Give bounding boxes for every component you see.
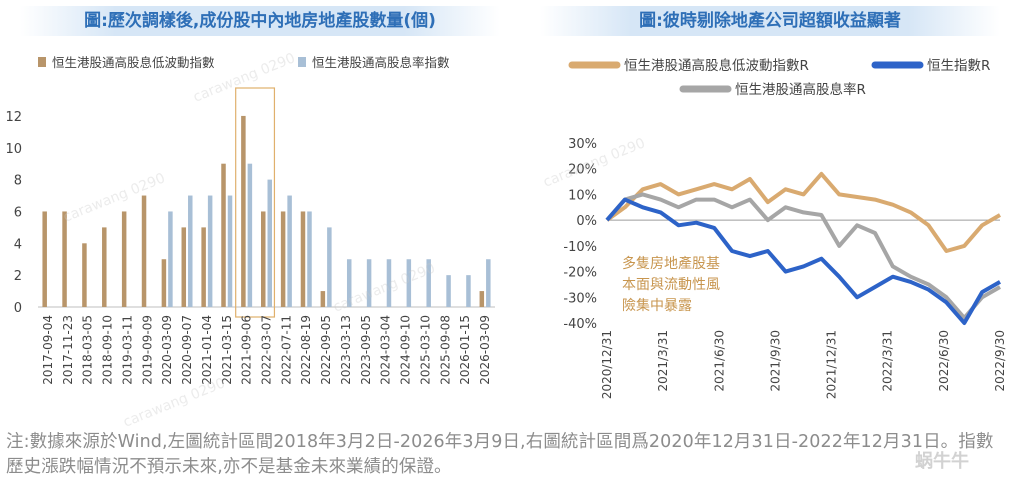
bar <box>366 259 372 307</box>
bar <box>201 227 206 307</box>
bar <box>320 291 326 307</box>
bar <box>300 211 306 307</box>
bar <box>426 259 431 307</box>
charts-canvas: 恒生港股通高股息低波動指數 恒生港股通高股息率指數 0 2 4 6 8 10 12 2017-09… <box>5 55 1007 399</box>
y-tick-label: 8 <box>14 174 22 189</box>
bar <box>62 211 67 307</box>
bar <box>267 179 272 307</box>
bar <box>207 195 213 307</box>
bar <box>406 259 412 307</box>
bar <box>446 275 451 307</box>
logo: 蜗牛牛 <box>915 451 969 472</box>
x-tick-label: 2021-01-04 <box>200 315 214 385</box>
y-tick-label: 4 <box>14 237 22 252</box>
footnote: 注:數據來源於Wind,左圖統計區間2018年3月2日-2026年3月9日,右圖… <box>6 432 994 477</box>
legend-swatch <box>298 57 306 67</box>
y-tick-label: 20% <box>568 163 597 178</box>
x-tick-label: 2021-03-15 <box>220 315 234 385</box>
y-tick-label: 0 <box>14 301 22 316</box>
legend-label: 恒生港股通高股息率R <box>735 81 866 98</box>
bar <box>346 259 352 307</box>
y-tick-label: 30% <box>568 137 597 152</box>
bar <box>241 115 246 307</box>
y-tick-label: -20% <box>563 266 597 281</box>
bar <box>42 211 47 307</box>
bar <box>121 211 127 307</box>
annotation-text: 多隻房地產股基 <box>622 255 720 272</box>
x-tick-label: 2018-03-05 <box>81 315 95 385</box>
bar <box>466 275 471 307</box>
x-tick-label: 2026-01-15 <box>458 315 472 385</box>
x-tick-label: 2021/12/31 <box>825 330 839 399</box>
series-line <box>605 197 1001 325</box>
bar <box>327 227 332 307</box>
x-tick-label: 2022/9/30 <box>993 330 1007 392</box>
x-tick-label: 2020-09-07 <box>180 315 194 385</box>
bar <box>261 211 266 307</box>
x-tick-label: 2022-09-05 <box>319 315 333 385</box>
left-chart-title: 圖:歷次調樣後,成份股中內地房地產股數量(個) <box>20 6 500 36</box>
y-tick-label: -30% <box>563 291 597 306</box>
x-tick-label: 2021-09-06 <box>240 315 254 385</box>
x-tick-label: 2020-03-09 <box>160 315 174 385</box>
bar <box>479 291 485 307</box>
bar <box>141 195 147 307</box>
x-tick-label: 2022/6/30 <box>937 330 951 392</box>
right-chart-title: 圖:彼時剔除地產公司超額收益顯著 <box>540 6 1000 36</box>
annotation-text: 本面與流動性風 <box>622 277 720 293</box>
x-tick-label: 2023-03-13 <box>339 315 353 385</box>
x-tick-label: 2024-09-10 <box>399 315 413 385</box>
x-tick-label: 2019-09-09 <box>140 315 154 385</box>
x-tick-label: 2019-03-11 <box>120 315 134 385</box>
bar <box>247 163 253 307</box>
bar <box>227 195 233 307</box>
bar <box>168 211 173 307</box>
x-tick-label: 2025-03-10 <box>418 315 432 385</box>
y-tick-label: -40% <box>563 317 597 332</box>
bar <box>102 227 107 307</box>
x-tick-label: 2024-03-04 <box>379 315 393 385</box>
bar <box>307 211 312 307</box>
legend-label: 恒生港股通高股息低波動指數R <box>624 57 809 74</box>
bar <box>181 227 187 307</box>
x-tick-label: 2021/3/31 <box>656 330 670 392</box>
series-line <box>605 171 1001 253</box>
x-tick-label: 2017-11-23 <box>61 315 75 385</box>
bar <box>280 211 286 307</box>
y-tick-label: 0% <box>576 214 597 229</box>
bar <box>82 243 87 307</box>
x-tick-label: 2026-03-09 <box>478 315 492 385</box>
y-tick-label: 10% <box>568 188 597 203</box>
y-tick-label: 12 <box>5 110 22 125</box>
x-tick-label: 2023-09-05 <box>359 315 373 385</box>
x-tick-label: 2018-09-10 <box>101 315 115 385</box>
annotation-text: 險集中暴露 <box>622 297 692 314</box>
bar <box>486 259 491 307</box>
x-tick-label: 2022-03-07 <box>260 315 274 385</box>
x-tick-label: 2025-09-08 <box>438 315 452 385</box>
bar <box>188 195 193 307</box>
legend-swatch <box>38 57 46 67</box>
bar <box>161 259 167 307</box>
y-tick-label: 6 <box>14 205 22 220</box>
bar <box>386 259 392 307</box>
series-line <box>605 192 1001 320</box>
x-tick-label: 2022-07-11 <box>279 315 293 385</box>
y-tick-label: -10% <box>563 240 597 255</box>
x-tick-label: 2020/12/31 <box>600 330 614 399</box>
y-tick-label: 10 <box>5 142 22 157</box>
y-tick-label: 2 <box>14 269 22 284</box>
x-tick-label: 2017-09-04 <box>41 315 55 385</box>
x-tick-label: 2021/9/30 <box>768 330 782 392</box>
bar <box>221 163 226 307</box>
bar <box>287 195 292 307</box>
x-tick-label: 2021/6/30 <box>712 330 726 392</box>
x-tick-label: 2022-08-19 <box>299 315 313 385</box>
x-tick-label: 2022/3/31 <box>881 330 895 392</box>
legend-label: 恒生港股通高股息率指數 <box>312 55 450 70</box>
legend-label: 恒生指數R <box>927 58 990 74</box>
highlight-box <box>235 87 276 318</box>
legend-label: 恒生港股通高股息低波動指數 <box>52 55 215 70</box>
